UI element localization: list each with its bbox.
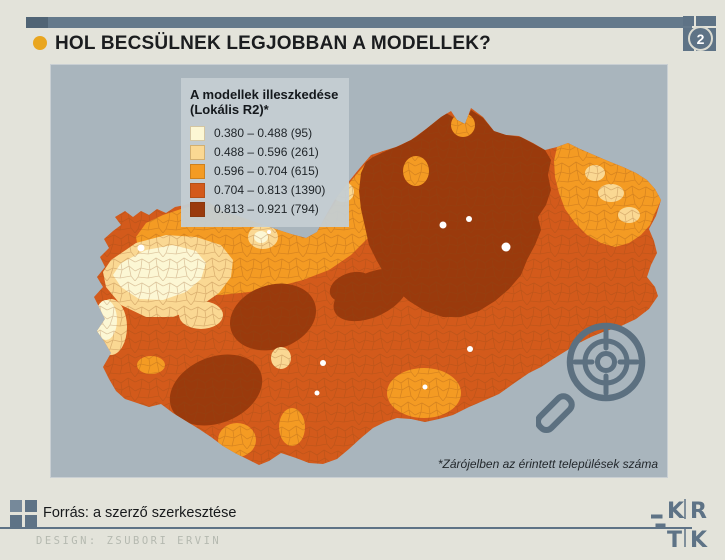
legend-swatch — [190, 125, 205, 141]
legend-title: A modellek illeszkedése (Lokális R2)* — [190, 87, 339, 118]
legend-swatch — [190, 182, 205, 198]
svg-text:T: T — [667, 528, 682, 553]
map-panel: A modellek illeszkedése (Lokális R2)* 0.… — [50, 64, 668, 478]
svg-text:R: R — [690, 499, 707, 524]
legend-item: 0.704 – 0.813 (1390) — [190, 182, 339, 198]
legend-swatch — [190, 144, 205, 160]
header-accent-bar — [26, 17, 692, 28]
no-data-settlements — [137, 216, 511, 396]
design-credit: DESIGN: ZSUBORI ERVIN — [36, 535, 222, 547]
krtk-logo: K R T K — [651, 499, 708, 553]
legend-item: 0.380 – 0.488 (95) — [190, 125, 339, 141]
magnifier-target-icon — [536, 322, 646, 434]
page-number-badge: 2 — [683, 16, 716, 51]
legend-label: 0.380 – 0.488 (95) — [214, 126, 313, 141]
legend-item: 0.488 – 0.596 (261) — [190, 144, 339, 160]
map-footnote: *Zárójelben az érintett települések szám… — [437, 457, 658, 471]
legend-swatch — [190, 163, 205, 179]
header-accent-bar-dark-segment — [26, 17, 48, 28]
legend-label: 0.813 – 0.921 (794) — [214, 202, 319, 217]
legend: A modellek illeszkedése (Lokális R2)* 0.… — [181, 78, 349, 227]
legend-item: 0.813 – 0.921 (794) — [190, 201, 339, 217]
footer-squares-icon — [10, 500, 37, 527]
source-text: Forrás: a szerző szerkesztése — [43, 505, 237, 521]
legend-label: 0.596 – 0.704 (615) — [214, 164, 319, 179]
legend-swatch — [190, 201, 205, 217]
title-bullet-icon — [33, 36, 47, 50]
page-title: HOL BECSÜLNEK LEGJOBBAN A MODELLEK? — [55, 33, 491, 54]
legend-label: 0.704 – 0.813 (1390) — [214, 183, 326, 198]
legend-item: 0.596 – 0.704 (615) — [190, 163, 339, 179]
page-number: 2 — [688, 26, 713, 51]
legend-items: 0.380 – 0.488 (95) 0.488 – 0.596 (261) 0.5… — [190, 125, 339, 217]
legend-label: 0.488 – 0.596 (261) — [214, 145, 319, 160]
footer-divider — [0, 527, 692, 529]
svg-text:K: K — [690, 528, 708, 553]
svg-text:K: K — [667, 499, 685, 524]
